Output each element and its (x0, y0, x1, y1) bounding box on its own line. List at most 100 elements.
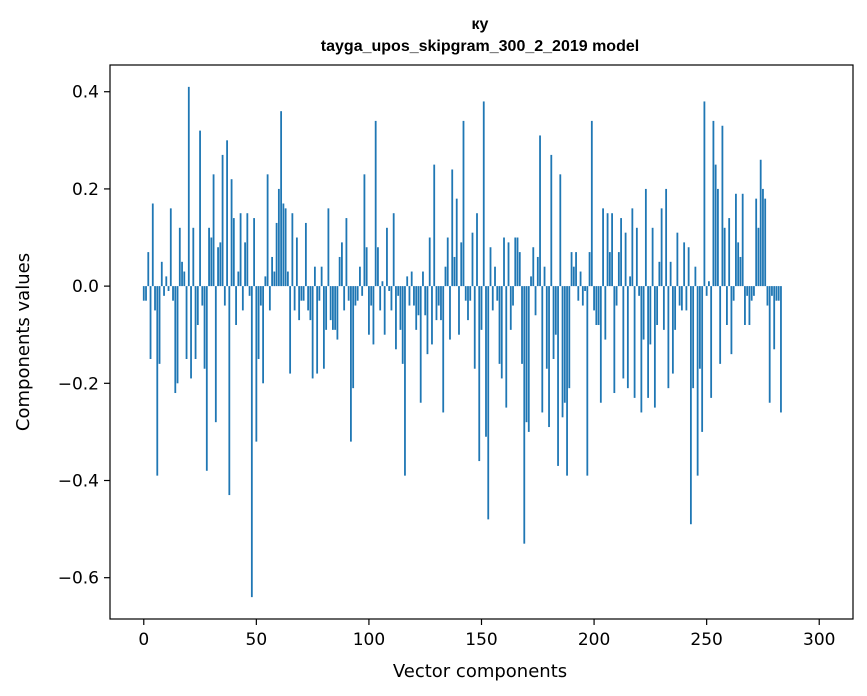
bar (163, 286, 165, 296)
bar (689, 286, 692, 525)
bar (201, 286, 204, 306)
bar (217, 247, 219, 287)
bar (471, 232, 474, 287)
bar (453, 256, 456, 287)
bar (665, 188, 668, 287)
x-axis-label: Vector components (393, 661, 567, 682)
bar (361, 286, 364, 296)
bar (392, 213, 395, 287)
bar (721, 125, 724, 287)
bar (469, 286, 472, 301)
bar (156, 286, 159, 476)
bar (336, 286, 339, 340)
bar (572, 266, 575, 287)
bar (264, 276, 267, 287)
bar (255, 286, 258, 442)
bar (545, 286, 548, 369)
bar (395, 286, 397, 350)
bar (723, 227, 726, 287)
bar (273, 271, 276, 287)
bar (687, 247, 690, 287)
bar (291, 213, 294, 287)
bar (568, 286, 571, 389)
bar (417, 286, 420, 316)
bar (559, 174, 562, 287)
bar (550, 154, 553, 287)
bar (311, 286, 314, 379)
bar (507, 242, 510, 287)
bar (757, 227, 760, 287)
bar (377, 247, 379, 287)
bar (307, 286, 310, 311)
bar (286, 271, 289, 287)
bar (226, 140, 228, 287)
bar (214, 286, 217, 423)
bar (608, 252, 611, 287)
bar (530, 276, 532, 287)
bar (604, 286, 607, 340)
bar (714, 164, 717, 287)
bar (275, 222, 278, 287)
bar (644, 188, 647, 287)
bar (199, 130, 201, 287)
bar (512, 286, 514, 306)
bar (748, 286, 751, 325)
bar (266, 174, 269, 287)
bar (570, 252, 573, 287)
bar (437, 286, 440, 306)
bar (383, 286, 386, 335)
bar (397, 286, 400, 296)
bar (181, 261, 183, 287)
bar (498, 286, 501, 364)
bar (298, 286, 301, 321)
bar (363, 174, 366, 287)
bar (541, 286, 544, 413)
bar (599, 286, 602, 403)
bar (176, 286, 179, 384)
bar (536, 256, 539, 287)
bar (647, 286, 650, 398)
bar (462, 120, 465, 287)
bar (250, 286, 253, 598)
bar (518, 252, 521, 287)
bar (174, 286, 177, 394)
bar (232, 218, 235, 287)
bar (624, 232, 627, 287)
bar (692, 286, 695, 389)
bar (295, 237, 298, 287)
bar (617, 252, 620, 287)
bar (268, 286, 271, 311)
bar (219, 242, 222, 287)
bar (183, 271, 186, 287)
bar (316, 286, 319, 374)
bar (223, 286, 226, 306)
bar (160, 261, 163, 287)
bar (334, 286, 337, 330)
bar (435, 286, 438, 321)
x-tick-label: 100 (353, 630, 385, 650)
bar (640, 286, 643, 413)
bar (208, 227, 210, 287)
bar (525, 286, 528, 423)
bar (431, 286, 433, 345)
bar (185, 286, 188, 359)
bar (365, 247, 368, 287)
bar (422, 271, 424, 287)
bar (345, 218, 348, 287)
bar (309, 286, 312, 321)
bar (671, 286, 674, 374)
bar (705, 286, 708, 296)
y-tick-label: 0.2 (72, 180, 99, 200)
bar (489, 247, 492, 287)
bar (683, 242, 686, 287)
bar (190, 286, 192, 379)
bar (611, 213, 613, 287)
bar (158, 286, 161, 364)
bar (699, 286, 701, 369)
bar (167, 286, 170, 291)
bar (514, 237, 517, 287)
y-axis: 0.4 0.2 0.0 −0.2 −0.4 −0.6 (58, 83, 110, 589)
bar (352, 286, 355, 389)
bar (759, 159, 762, 287)
